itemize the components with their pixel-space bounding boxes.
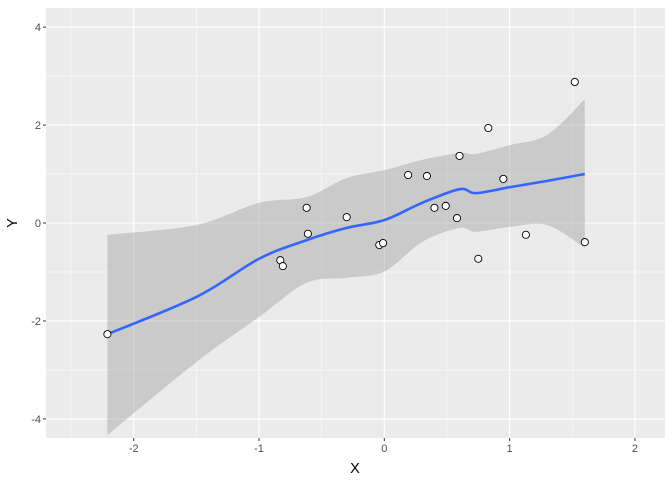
data-point (422, 171, 431, 181)
smooth-line (106, 172, 586, 336)
y-tick-label: 0 (35, 218, 41, 230)
y-tick-label: 2 (35, 120, 41, 132)
data-point (521, 230, 530, 239)
data-point (580, 238, 589, 247)
data-point (452, 214, 462, 223)
y-tick-label: -2 (31, 316, 41, 328)
x-tick-label: 2 (632, 443, 638, 455)
y-tick-label: -4 (31, 414, 41, 426)
confidence-ribbon (107, 99, 585, 436)
data-point (430, 203, 439, 212)
data-point (499, 174, 508, 183)
data-point (302, 203, 311, 212)
data-point (303, 229, 312, 238)
data-points (103, 77, 589, 339)
data-point (379, 239, 388, 248)
axis-ticks: -2 -1 0 1 2 -4 -2 0 2 4 (31, 22, 638, 455)
data-point (404, 170, 413, 180)
data-point (474, 254, 483, 263)
x-tick-label: -2 (129, 443, 139, 455)
data-point (278, 262, 287, 271)
x-axis-title: X (350, 461, 360, 477)
x-tick-label: 0 (381, 443, 387, 455)
data-point (455, 151, 464, 160)
data-point (342, 213, 351, 222)
data-point (484, 123, 493, 133)
x-tick-label: 1 (507, 443, 513, 455)
data-point (441, 201, 450, 210)
data-point (570, 77, 579, 87)
data-point (103, 330, 112, 339)
y-tick-label: 4 (35, 22, 41, 34)
y-axis-title: Y (5, 218, 21, 228)
x-tick-label: -1 (254, 443, 264, 455)
